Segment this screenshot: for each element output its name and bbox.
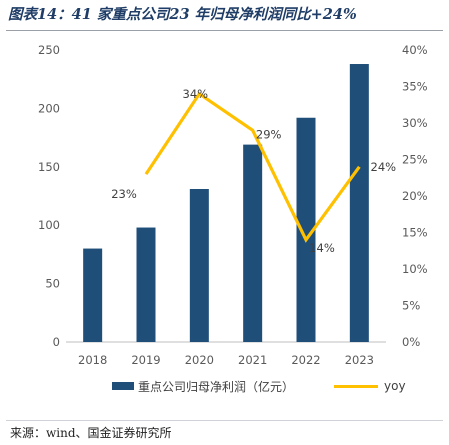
source-note: 来源：wind、国金证券研究所 xyxy=(10,426,172,440)
bar xyxy=(296,117,316,342)
legend-bar-swatch xyxy=(112,382,134,390)
yoy-data-label: 34% xyxy=(183,87,209,101)
figure-title: 图表14：41 家重点公司23 年归母净利润同比+24% xyxy=(8,6,357,23)
y-left-tick-label: 150 xyxy=(38,160,60,174)
title-divider xyxy=(6,30,443,31)
y-right-tick-label: 15% xyxy=(402,226,428,240)
legend-bar-label: 重点公司归母净利润（亿元） xyxy=(138,379,295,394)
yoy-data-label: 23% xyxy=(111,187,137,201)
bar xyxy=(83,248,103,342)
legend-line-label: yoy xyxy=(384,379,406,393)
yoy-data-label: 14% xyxy=(309,241,335,255)
x-tick-label: 2021 xyxy=(238,353,267,367)
x-tick-label: 2020 xyxy=(185,353,214,367)
y-right-tick-label: 10% xyxy=(402,262,428,276)
footer-divider xyxy=(6,420,443,421)
yoy-data-label: 29% xyxy=(256,127,282,141)
y-left-tick-label: 100 xyxy=(38,218,60,232)
chart-legend: 重点公司归母净利润（亿元） yoy xyxy=(112,376,406,396)
bar xyxy=(136,227,156,342)
y-right-tick-label: 5% xyxy=(402,299,420,313)
x-tick-label: 2019 xyxy=(131,353,160,367)
bar xyxy=(349,64,369,343)
yoy-data-label: 24% xyxy=(371,160,397,174)
y-left-tick-label: 250 xyxy=(38,43,60,57)
y-right-tick-label: 0% xyxy=(402,335,420,349)
y-left-tick-label: 0 xyxy=(53,335,60,349)
y-right-tick-label: 25% xyxy=(402,153,428,167)
y-left-tick-label: 50 xyxy=(45,277,60,291)
y-right-tick-label: 30% xyxy=(402,116,428,130)
y-right-tick-label: 35% xyxy=(402,80,428,94)
bar xyxy=(189,188,209,342)
x-tick-label: 2018 xyxy=(78,353,107,367)
y-right-tick-label: 20% xyxy=(402,189,428,203)
y-right-tick-label: 40% xyxy=(402,43,428,57)
yoy-line xyxy=(144,91,361,243)
y-left-tick-label: 200 xyxy=(38,101,60,115)
x-tick-label: 2023 xyxy=(345,353,374,367)
combo-chart: 0 50 100 150 200 250 0% 5% 10% 15% 20% 25% 30% 35% 40%… xyxy=(38,43,428,367)
x-tick-label: 2022 xyxy=(291,353,320,367)
bar xyxy=(243,144,263,342)
legend-line-swatch xyxy=(334,384,379,388)
